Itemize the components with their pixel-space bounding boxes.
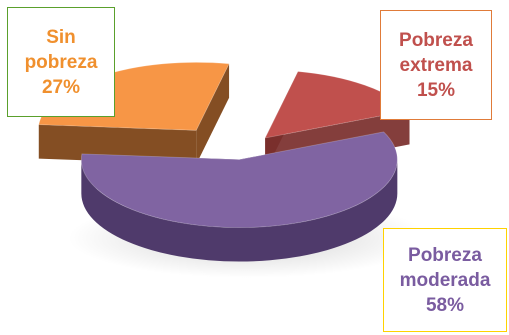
- slice-value-label: 27%: [41, 76, 81, 98]
- slice-label-line: Pobreza: [408, 244, 482, 266]
- pie-slice: [80, 131, 398, 262]
- slice-label-line: Pobreza: [399, 29, 473, 51]
- pie-slice-top: [80, 131, 398, 228]
- slice-label-line: extrema: [399, 54, 473, 76]
- slice-value-label: 58%: [425, 294, 465, 316]
- slice-label-line: pobreza: [24, 51, 98, 73]
- pie-slice-side: [81, 159, 398, 262]
- slice-value-label: 15%: [416, 79, 456, 101]
- slice-label-sin-pobreza: Sin pobreza 27%: [7, 7, 115, 117]
- slice-label-line: moderada: [399, 269, 491, 291]
- slice-label-line: Sin: [46, 26, 76, 48]
- slice-label-pobreza-moderada: Pobreza moderada 58%: [383, 228, 507, 332]
- pie-slice-wall: [196, 63, 230, 165]
- slice-label-pobreza-extrema: Pobreza extrema 15%: [380, 10, 492, 120]
- pie-slice-wall: [38, 124, 197, 165]
